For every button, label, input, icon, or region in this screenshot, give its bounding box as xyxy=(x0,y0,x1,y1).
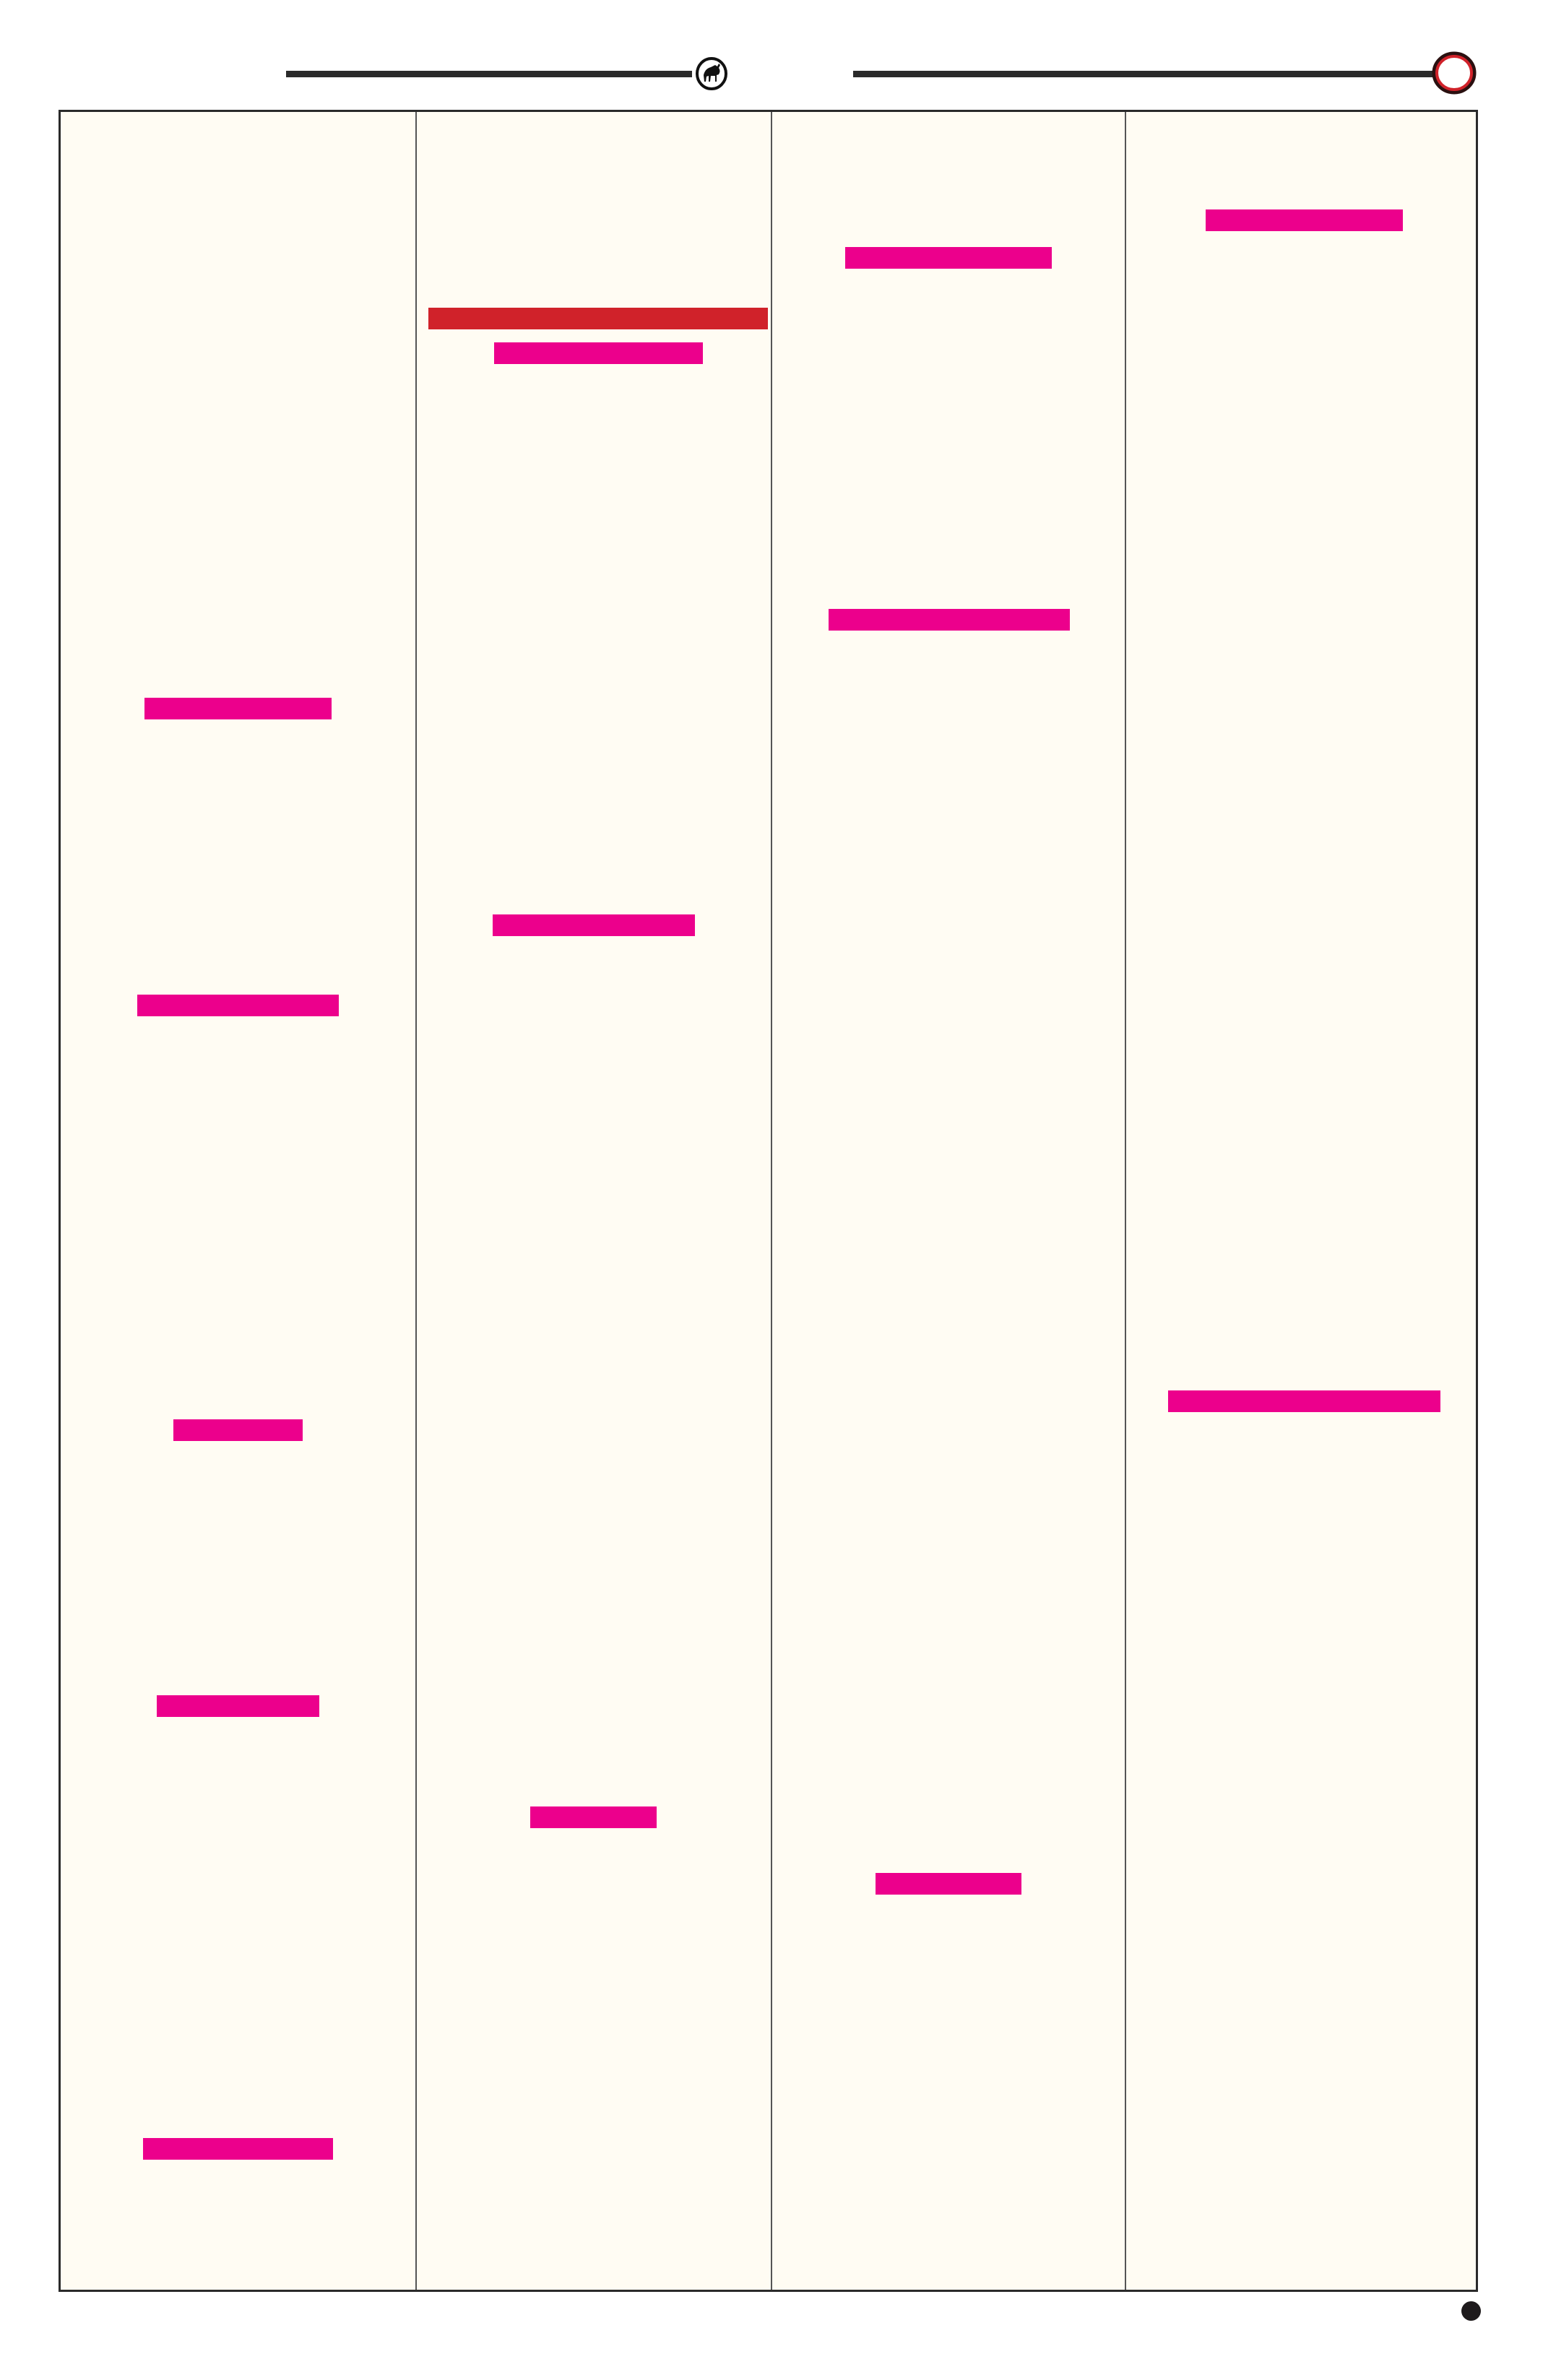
redaction-bar xyxy=(493,914,695,936)
bull-emblem-icon xyxy=(695,56,728,91)
redaction-bar xyxy=(494,342,703,364)
redaction-bar xyxy=(157,1695,319,1717)
red-ring-icon xyxy=(1431,51,1477,95)
redaction-bar xyxy=(876,1873,1021,1895)
redaction-bar xyxy=(1168,1390,1440,1412)
content-frame xyxy=(59,110,1478,2292)
header-rule-left xyxy=(286,71,692,77)
column-divider xyxy=(415,112,417,2290)
redaction-bar xyxy=(845,247,1052,269)
redaction-bar xyxy=(1206,209,1403,231)
redaction-bar xyxy=(143,2138,333,2160)
filled-dot-icon xyxy=(1461,2301,1481,2321)
column-divider xyxy=(1125,112,1126,2290)
redaction-bar xyxy=(530,1806,657,1828)
redaction-bar xyxy=(829,609,1070,631)
header-rule-right xyxy=(853,71,1435,77)
redaction-bar xyxy=(173,1419,303,1441)
redaction-bar-red xyxy=(428,308,768,329)
redaction-bar xyxy=(137,995,339,1016)
redaction-bar xyxy=(144,698,332,719)
column-divider xyxy=(771,112,772,2290)
